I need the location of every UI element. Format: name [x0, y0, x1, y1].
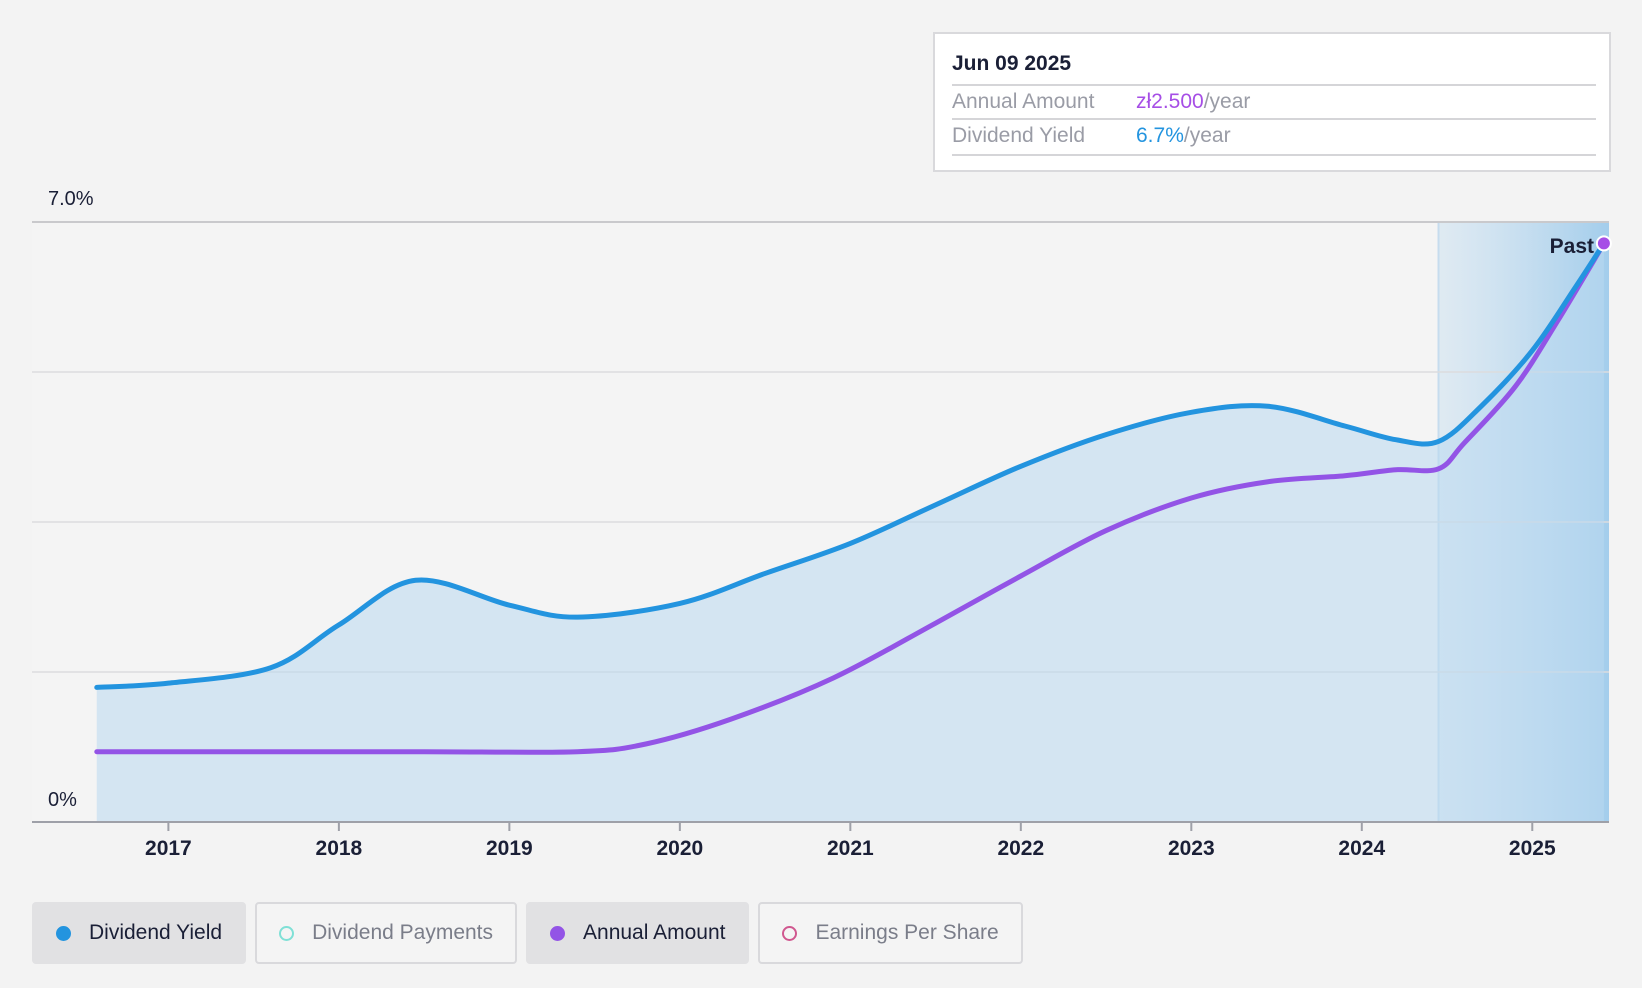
tooltip-row-annual-amount: Annual Amount zł2.500/year — [952, 84, 1596, 120]
chart-legend: Dividend Yield Dividend Payments Annual … — [32, 902, 1023, 964]
x-tick-label: 2021 — [827, 837, 874, 860]
tooltip-row-dividend-yield: Dividend Yield 6.7%/year — [952, 118, 1596, 156]
tooltip-value: zł2.500/year — [1136, 90, 1251, 113]
dot-icon — [56, 925, 71, 941]
annual-amount-line — [94, 240, 1607, 755]
legend-dividend-payments-button[interactable]: Dividend Payments — [255, 902, 518, 964]
x-tick-label: 2020 — [656, 837, 703, 860]
x-tick-label: 2025 — [1509, 837, 1556, 860]
x-tick-label: 2019 — [486, 837, 533, 860]
x-tick-label: 2017 — [145, 837, 192, 860]
dividend-yield-line — [94, 240, 1607, 690]
hollow-dot-icon — [279, 925, 295, 941]
legend-label: Earnings Per Share — [815, 921, 999, 944]
legend-label: Annual Amount — [583, 921, 726, 944]
tooltip-card: Jun 09 2025 Annual Amount zł2.500/year D… — [933, 32, 1611, 172]
y-max-label: 7.0% — [48, 188, 94, 210]
dividend-yield-area — [96, 243, 1604, 822]
hollow-dot-icon — [782, 925, 798, 941]
dot-icon — [550, 925, 566, 941]
current-point-marker — [1595, 235, 1612, 252]
tooltip-date: Jun 09 2025 — [952, 52, 1072, 75]
x-tick-label: 2024 — [1338, 837, 1385, 860]
legend-earnings-per-share-button[interactable]: Earnings Per Share — [758, 902, 1023, 964]
x-tick-label: 2022 — [997, 837, 1044, 860]
past-label: Past — [1550, 235, 1594, 258]
tooltip-label: Annual Amount — [952, 90, 1095, 113]
legend-annual-amount-button[interactable]: Annual Amount — [526, 902, 750, 964]
legend-label: Dividend Payments — [312, 921, 494, 944]
x-tick-label: 2023 — [1168, 837, 1215, 860]
tooltip-label: Dividend Yield — [952, 124, 1086, 147]
tooltip-value: 6.7%/year — [1136, 124, 1231, 147]
legend-dividend-yield-button[interactable]: Dividend Yield — [32, 902, 247, 964]
legend-label: Dividend Yield — [89, 921, 223, 944]
x-tick-label: 2018 — [316, 837, 363, 860]
y-min-label: 0% — [48, 789, 77, 811]
